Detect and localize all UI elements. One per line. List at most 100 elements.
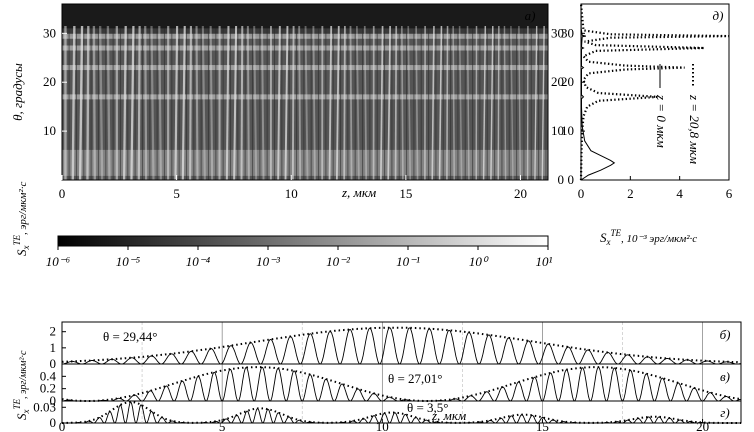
heatmap-fringe — [92, 25, 96, 180]
profile-y-tick-label: 10 — [561, 123, 574, 138]
x-tick-label: 0 — [59, 186, 66, 201]
heatmap-fringe — [122, 25, 127, 180]
heatmap-dark-region — [62, 4, 548, 29]
y-tick-label: 20 — [43, 74, 56, 89]
profile-y-tick-label-left: 10 — [551, 123, 564, 138]
heatmap-fringe — [349, 25, 353, 180]
theta-label-b: θ = 29,44° — [103, 329, 158, 344]
y-tick-label: 2 — [50, 324, 57, 339]
heatmap-fringe — [380, 25, 384, 180]
profile-y-tick-label-left: 20 — [551, 74, 564, 89]
heatmap-fringe — [394, 25, 398, 180]
envelope-line — [62, 326, 742, 364]
profile-x-tick-label: 0 — [578, 186, 585, 201]
heatmap-fringe — [518, 25, 521, 180]
colorbar: 10⁻⁶ 10⁻⁵ 10⁻⁴ 10⁻³ 10⁻² 10⁻¹ 10⁰ 10¹ SxTE, эрг… — [12, 182, 553, 269]
bottom-x-label: z, мкм — [431, 408, 466, 423]
x-tick-label: 20 — [514, 186, 527, 201]
heatmap-fringe — [343, 25, 346, 180]
heatmap-fringe — [446, 25, 449, 180]
x-tick-label: 5 — [173, 186, 180, 201]
profile-y-tick-label-left: 30 — [551, 25, 564, 40]
heatmap-fringe — [534, 25, 538, 180]
heatmap-fringe — [415, 25, 419, 180]
heatmap-fringe — [201, 25, 206, 180]
theta-label-g: θ = 3,5° — [407, 400, 449, 415]
heatmap-fringe — [304, 25, 309, 180]
panel-tag-d: д) — [713, 8, 724, 23]
y-tick-label: 10 — [43, 123, 56, 138]
x-tick-label: 10 — [285, 186, 298, 201]
colorbar-tick-label: 10⁻² — [326, 254, 351, 269]
heatmap-fringe — [356, 25, 360, 180]
heatmap-fringe — [291, 25, 295, 180]
profile-frame — [580, 3, 730, 181]
y-tick-label: 0 — [50, 356, 57, 371]
bottom-y-label: SxTE, эрг/мкм²·с — [12, 350, 31, 420]
heatmap-fringe — [225, 25, 230, 180]
panel-tag-a: а) — [525, 8, 536, 23]
bottom-x-tick-label: 20 — [696, 419, 709, 432]
profile-x-tick-label: 6 — [726, 186, 733, 201]
heatmap-fringe — [497, 25, 500, 180]
bottom-ticks: 0 5 10 15 20 — [59, 321, 741, 432]
heatmap-band — [62, 33, 548, 39]
y-tick-label: 0.03 — [33, 399, 56, 414]
profile-y-tick-label: 30 — [561, 25, 574, 40]
heatmap-fringe — [99, 25, 104, 180]
legend-z208: z = 20,8 мкм — [687, 94, 702, 164]
heatmap-fringe — [482, 25, 487, 180]
panel-b-curves: 012 — [50, 322, 742, 371]
profile-x-tick-label: 4 — [676, 186, 683, 201]
y-tick-label: 0.2 — [40, 381, 56, 396]
heatmap-fringe — [240, 25, 244, 180]
heatmap-fringe — [106, 25, 111, 180]
heatmap-band — [62, 94, 548, 100]
heatmap-fringe — [174, 25, 179, 180]
panel-tag-b: б) — [720, 327, 731, 342]
heatmap-fringe — [130, 25, 135, 180]
panel-tag-v: в) — [720, 369, 730, 384]
heatmap-fringe — [312, 25, 316, 180]
heatmap-frame — [61, 3, 549, 181]
heatmap-fringe — [246, 25, 250, 180]
profile-y-tick-label: 20 — [561, 74, 574, 89]
profile-x-label: SxTE, 10⁻³ эрг/мкм²·с — [600, 228, 697, 247]
heatmap-fringe — [400, 25, 404, 180]
y-tick-label: 1 — [50, 340, 57, 355]
heatmap-fringe — [458, 25, 463, 180]
heatmap-panel: 0 5 10 15 20 10 20 30 а) θ, градусы z, мкм — [10, 3, 549, 201]
panel-v-frame — [61, 363, 742, 402]
heatmap-fringe — [189, 25, 193, 180]
heatmap-fringe — [490, 25, 494, 180]
y-tick-label: 0.4 — [40, 368, 57, 383]
y-tick-label: 30 — [43, 25, 56, 40]
colorbar-tick-label: 10⁻⁶ — [46, 254, 71, 269]
profile-x-tick-label: 2 — [627, 186, 634, 201]
colorbar-tick-label: 10⁰ — [469, 254, 489, 269]
heatmap-fringe — [510, 25, 514, 180]
colorbar-tick-label: 10⁻⁵ — [116, 254, 141, 269]
colorbar-label: SxTE, эрг/мкм²·с — [12, 182, 31, 256]
bottom-x-tick-label: 10 — [376, 419, 389, 432]
colorbar-tick-label: 10⁻³ — [256, 254, 281, 269]
heatmap-fringe — [233, 25, 238, 180]
bottom-x-tick-label: 0 — [59, 419, 66, 432]
panel-tag-g: г) — [720, 405, 729, 420]
y-tick-label: 0 — [50, 393, 57, 408]
profile-y-tick-label: 0 — [568, 172, 575, 187]
heatmap-layer — [62, 4, 548, 180]
heatmap-fringe — [466, 25, 470, 180]
legend-z0: z = 0 мкм — [654, 94, 669, 148]
profile-series-line — [580, 3, 616, 181]
colorbar-tick-label: 10¹ — [536, 254, 553, 269]
heatmap-fringe — [503, 25, 507, 180]
panel-v-curves: 00.20.4 — [40, 364, 742, 408]
heatmap-fringe — [150, 25, 155, 180]
oscillation-line — [62, 366, 742, 402]
heatmap-fringe — [387, 25, 391, 180]
x-tick-label: 15 — [399, 186, 412, 201]
